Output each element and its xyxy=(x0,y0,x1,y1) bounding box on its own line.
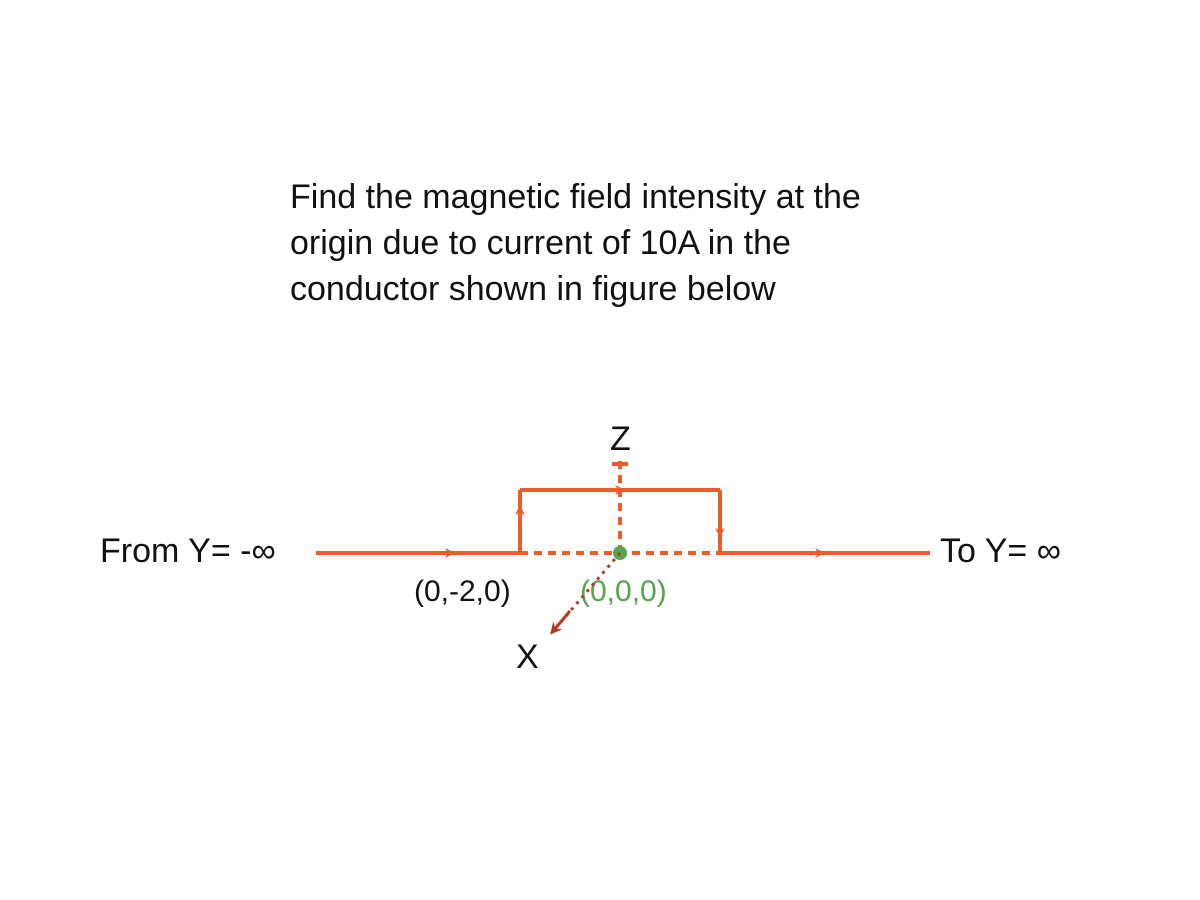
problem-text: Find the magnetic field intensity at the… xyxy=(290,175,910,313)
x-axis-arrowhead xyxy=(554,611,570,630)
diagram-svg xyxy=(100,420,1100,720)
circuit-diagram: Z From Y= -∞ To Y= ∞ (0,-2,0) (0,0,0) X xyxy=(100,420,1100,720)
